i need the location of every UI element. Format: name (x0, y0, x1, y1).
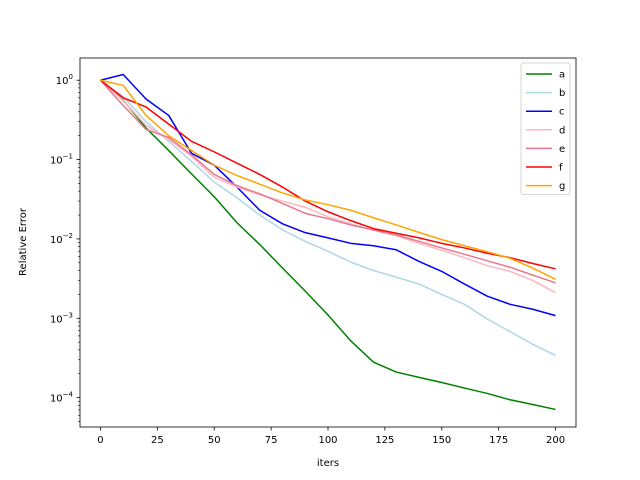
legend-label-f: f (559, 163, 563, 174)
x-axis-ticks: 0 25 50 75 100 125 150 175 200 (97, 427, 565, 446)
y-tick-label: 10−3 (50, 311, 73, 325)
y-tick-label: 10−2 (50, 232, 73, 246)
x-tick-label: 175 (489, 435, 508, 446)
series-line-b (100, 79, 556, 357)
legend-label-c: c (559, 107, 565, 118)
y-axis-ticks: 10−4 10−3 10−2 10−1 100 (50, 73, 80, 422)
x-tick-label: 125 (375, 435, 394, 446)
y-axis-label: Relative Error (18, 207, 29, 276)
legend-label-b: b (559, 88, 565, 99)
x-tick-label: 200 (546, 435, 565, 446)
x-tick-label: 100 (318, 435, 337, 446)
y-tick-label: 10−4 (50, 391, 74, 405)
legend-label-e: e (559, 144, 565, 155)
plot-lines (99, 73, 556, 411)
series-line-g (100, 79, 556, 280)
legend-label-d: d (559, 125, 565, 136)
x-tick-label: 150 (432, 435, 451, 446)
series-line-f (100, 79, 556, 270)
series-line-a (99, 79, 556, 411)
x-tick-label: 0 (97, 435, 103, 446)
series-line-d (99, 79, 556, 294)
x-tick-label: 75 (265, 435, 278, 446)
legend-label-a: a (559, 70, 565, 81)
x-tick-label: 50 (208, 435, 221, 446)
x-tick-label: 25 (151, 435, 164, 446)
legend-box (520, 62, 571, 196)
legend-label-g: g (559, 181, 565, 192)
x-axis-label: iters (317, 458, 339, 469)
series-line-c (100, 73, 556, 317)
y-tick-label: 10−1 (50, 153, 73, 167)
y-tick-label: 100 (56, 73, 73, 87)
series-line-e (99, 79, 556, 284)
